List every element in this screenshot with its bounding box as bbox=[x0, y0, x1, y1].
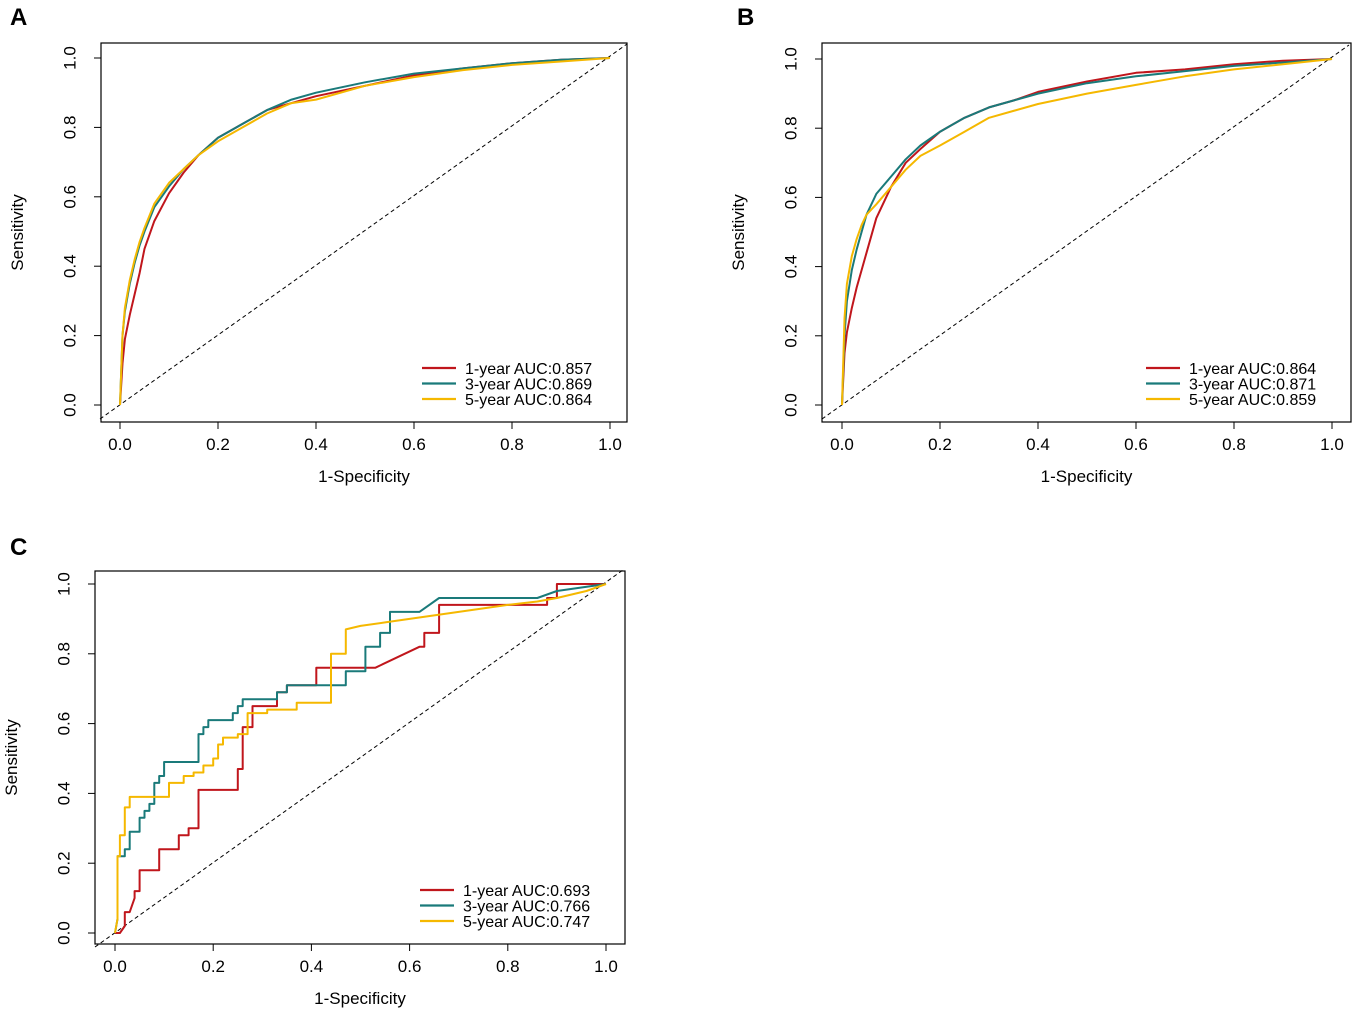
legend-entry: 5-year AUC:0.747 bbox=[463, 914, 590, 931]
x-tick-label: 0.4 bbox=[300, 957, 324, 976]
x-tick-label: 0.6 bbox=[402, 435, 426, 454]
legend-entry: 5-year AUC:0.864 bbox=[465, 392, 592, 409]
x-tick-label: 1.0 bbox=[1320, 435, 1344, 454]
panel-label: C bbox=[10, 534, 27, 561]
x-tick-label: 0.4 bbox=[1026, 435, 1050, 454]
panel-label: B bbox=[737, 4, 754, 31]
legend-entry: 5-year AUC:0.859 bbox=[1189, 392, 1316, 409]
reference-diagonal bbox=[94, 569, 624, 948]
x-tick-label: 0.0 bbox=[830, 435, 854, 454]
roc-curve-series-3 bbox=[841, 58, 1333, 406]
y-tick-label: 1.0 bbox=[54, 572, 73, 596]
y-tick-label: 0.8 bbox=[781, 116, 800, 140]
x-tick-label: 0.0 bbox=[108, 435, 132, 454]
x-tick-label: 0.8 bbox=[1222, 435, 1246, 454]
reference-diagonal bbox=[99, 43, 628, 420]
roc-panel-c: C 0.0 0.2 0.4 0.6 0.8 1.0 0.0 0.2 0.4 0.6 0.8 1.0 1-S… bbox=[2, 534, 626, 1008]
y-tick-label: 0.2 bbox=[60, 324, 79, 348]
y-tick-label: 0.6 bbox=[781, 186, 800, 210]
y-tick-label: 0.0 bbox=[54, 921, 73, 945]
y-tick-label: 0.0 bbox=[60, 393, 79, 417]
x-tick-label: 0.2 bbox=[206, 435, 230, 454]
plot-frame bbox=[100, 42, 628, 423]
x-tick-label: 0.4 bbox=[304, 435, 328, 454]
roc-panel-b: B 0.0 0.2 0.4 0.6 0.8 1.0 0.0 0.2 0.4 0.6 0.8 1.0 1-S… bbox=[729, 4, 1352, 486]
y-tick-label: 0.2 bbox=[781, 324, 800, 348]
x-tick-label: 1.0 bbox=[594, 957, 618, 976]
plot-frame bbox=[94, 570, 626, 945]
x-axis-title: 1-Specificity bbox=[318, 467, 410, 486]
x-tick-label: 0.2 bbox=[201, 957, 225, 976]
x-tick-label: 0.8 bbox=[496, 957, 520, 976]
legend-entry: 1-year AUC:0.693 bbox=[463, 883, 590, 900]
x-axis-title: 1-Specificity bbox=[314, 989, 406, 1008]
roc-curve-series-2 bbox=[114, 583, 607, 934]
y-tick-label: 1.0 bbox=[781, 47, 800, 71]
y-axis-title: Sensitivity bbox=[729, 194, 748, 271]
legend-entry: 1-year AUC:0.857 bbox=[465, 361, 592, 378]
x-tick-label: 0.6 bbox=[1124, 435, 1148, 454]
x-axis-title: 1-Specificity bbox=[1041, 467, 1133, 486]
x-tick-label: 0.8 bbox=[500, 435, 524, 454]
roc-curve-series-1 bbox=[115, 583, 606, 934]
y-tick-label: 0.4 bbox=[60, 254, 79, 278]
legend-entry: 1-year AUC:0.864 bbox=[1189, 361, 1316, 378]
roc-curve-series-3 bbox=[114, 583, 607, 934]
y-tick-label: 0.4 bbox=[54, 782, 73, 806]
y-axis-title: Sensitivity bbox=[2, 719, 21, 796]
x-tick-label: 0.6 bbox=[398, 957, 422, 976]
legend-entry: 3-year AUC:0.766 bbox=[463, 899, 590, 916]
roc-curve-series-2 bbox=[841, 58, 1333, 406]
x-tick-label: 0.0 bbox=[103, 957, 127, 976]
legend-entry: 3-year AUC:0.869 bbox=[465, 377, 592, 394]
y-tick-label: 0.0 bbox=[781, 393, 800, 417]
roc-curve-series-3 bbox=[119, 57, 611, 406]
y-axis-title: Sensitivity bbox=[8, 194, 27, 271]
x-tick-label: 1.0 bbox=[598, 435, 622, 454]
roc-curve-series-1 bbox=[841, 58, 1333, 406]
y-tick-label: 0.8 bbox=[54, 642, 73, 666]
roc-panel-a: A 0.0 0.2 0.4 0.6 0.8 1.0 0.0 0.2 0.4 0.6 0.8 1.0 1-S… bbox=[8, 4, 628, 486]
y-tick-label: 0.4 bbox=[781, 255, 800, 279]
reference-diagonal bbox=[821, 44, 1350, 420]
legend-entry: 3-year AUC:0.871 bbox=[1189, 377, 1316, 394]
plot-frame bbox=[821, 42, 1352, 423]
y-tick-label: 1.0 bbox=[60, 46, 79, 70]
y-tick-label: 0.6 bbox=[60, 185, 79, 209]
x-tick-label: 0.2 bbox=[928, 435, 952, 454]
y-tick-label: 0.2 bbox=[54, 851, 73, 875]
panel-label: A bbox=[10, 4, 27, 31]
y-tick-label: 0.8 bbox=[60, 116, 79, 140]
y-tick-label: 0.6 bbox=[54, 712, 73, 736]
